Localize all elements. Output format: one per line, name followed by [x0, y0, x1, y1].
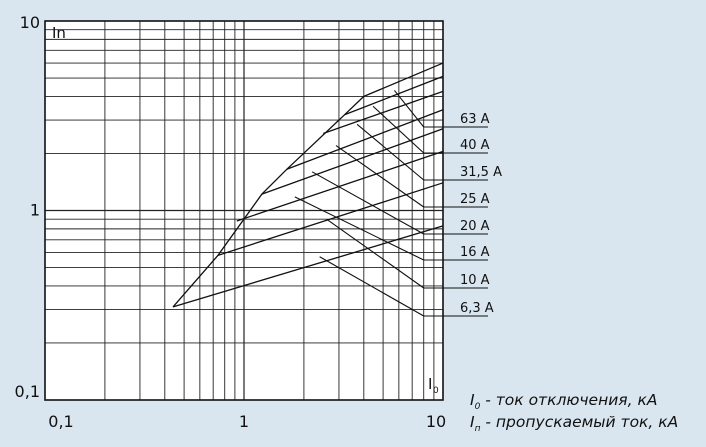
- series-leader-line: [319, 256, 424, 317]
- series-leader-line: [326, 218, 425, 289]
- series-leader-line: [311, 171, 424, 235]
- series-line: [286, 109, 444, 170]
- series-leader-line: [294, 196, 424, 261]
- series-leader-line: [393, 90, 425, 128]
- series-label: 40 A: [460, 138, 490, 153]
- series-leader-line: [372, 105, 425, 154]
- series-line: [261, 128, 444, 195]
- series-label: 20 A: [460, 219, 490, 234]
- annotation-i0-text: - ток отключения, кА: [485, 391, 658, 409]
- series-line: [236, 150, 444, 222]
- annotation-in: Iп - пропускаемый ток, кА: [470, 413, 679, 435]
- series-line: [322, 90, 444, 135]
- y-tick-label: 1: [30, 201, 40, 220]
- x-tick-label: 10: [426, 412, 446, 431]
- y-tick-label: 10: [20, 13, 40, 32]
- series-label: 25 A: [460, 192, 490, 207]
- series-line: [217, 182, 444, 256]
- x-axis-label-subscript: 0: [433, 386, 439, 396]
- series-line: [172, 225, 444, 308]
- y-tick-label: 0,1: [15, 382, 40, 401]
- series-label: 10 A: [460, 273, 490, 288]
- envelope-line: [172, 95, 365, 308]
- x-axis-label: I: [428, 375, 432, 393]
- series-label: 63 A: [460, 112, 490, 127]
- x-tick-label: 1: [239, 412, 249, 431]
- series-label: 31,5 A: [460, 165, 502, 180]
- annotation-i0: I0 - ток отключения, кА: [470, 391, 658, 413]
- x-tick-label: 0,1: [48, 412, 73, 431]
- series-line: [363, 62, 444, 98]
- series-leader-line: [356, 123, 425, 181]
- annotation-in-text: - пропускаемый ток, кА: [485, 413, 679, 431]
- series-label: 6,3 A: [460, 301, 494, 316]
- plot-frame: [44, 20, 444, 401]
- series-label: 16 A: [460, 245, 490, 260]
- series-leader-line: [335, 145, 425, 208]
- y-axis-label: In: [52, 24, 66, 42]
- series-line: [344, 75, 444, 116]
